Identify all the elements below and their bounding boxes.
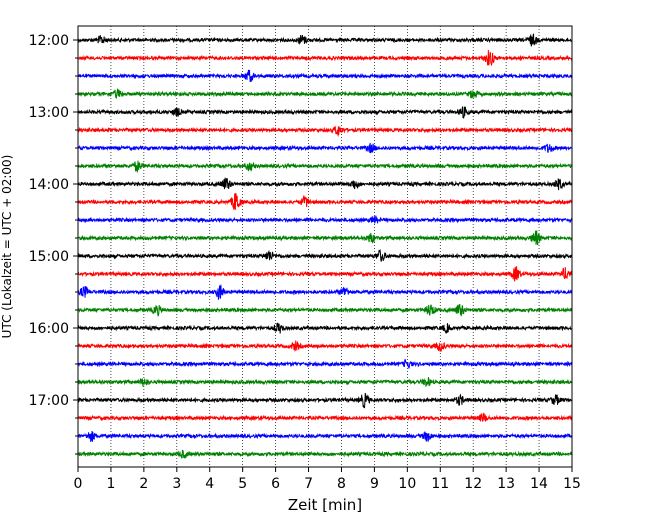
x-tick-label: 11	[431, 476, 449, 492]
x-axis-ticks: 0 1 2 3 4 5 6 7 8 9 10 11 12 13 14 15	[74, 467, 581, 492]
trace-1645	[78, 377, 572, 386]
trace-1400	[78, 178, 572, 190]
trace-1530	[78, 285, 572, 300]
y-tick-label: 17:00	[29, 393, 69, 409]
x-tick-label: 2	[139, 476, 148, 492]
trace-1415	[78, 193, 572, 210]
x-tick-label: 15	[563, 476, 581, 492]
x-tick-label: 1	[106, 476, 115, 492]
trace-1430	[78, 216, 572, 224]
trace-1600	[78, 323, 572, 333]
y-tick-label: 12:00	[29, 33, 69, 49]
trace-1330	[78, 143, 572, 153]
y-axis-ticks: 12:00 13:00 14:00 15:00 16:00 17:00	[29, 33, 78, 454]
trace-1615	[78, 341, 572, 352]
x-tick-label: 4	[205, 476, 214, 492]
trace-1630	[78, 360, 572, 368]
x-tick-label: 14	[530, 476, 548, 492]
trace-1245	[78, 89, 572, 98]
trace-1345	[78, 161, 572, 173]
x-tick-label: 12	[464, 476, 482, 492]
trace-1300	[78, 106, 572, 117]
trace-1745	[78, 450, 572, 459]
x-tick-label: 7	[304, 476, 313, 492]
trace-1500	[78, 250, 572, 261]
y-tick-label: 16:00	[29, 321, 69, 337]
x-tick-label: 3	[172, 476, 181, 492]
x-tick-label: 0	[74, 476, 83, 492]
y-axis-label: UTC (Lokalzeit = UTC + 02:00)	[0, 155, 14, 339]
seismic-traces	[78, 34, 572, 459]
x-tick-label: 5	[238, 476, 247, 492]
trace-1515	[78, 266, 572, 280]
trace-1730	[78, 431, 572, 442]
x-tick-label: 8	[337, 476, 346, 492]
trace-1315	[78, 126, 572, 135]
x-tick-label: 10	[398, 476, 416, 492]
x-tick-label: 9	[370, 476, 379, 492]
trace-1230	[78, 70, 572, 82]
trace-1200	[78, 34, 572, 47]
trace-1700	[78, 394, 572, 409]
x-tick-label: 13	[497, 476, 515, 492]
trace-1445	[78, 230, 572, 244]
x-axis-label: Zeit [min]	[288, 496, 362, 514]
y-tick-label: 13:00	[29, 105, 69, 121]
trace-1215	[78, 50, 572, 65]
x-tick-label: 6	[271, 476, 280, 492]
trace-1545	[78, 304, 572, 316]
y-tick-label: 15:00	[29, 249, 69, 265]
y-tick-label: 14:00	[29, 177, 69, 193]
trace-1715	[78, 414, 572, 422]
